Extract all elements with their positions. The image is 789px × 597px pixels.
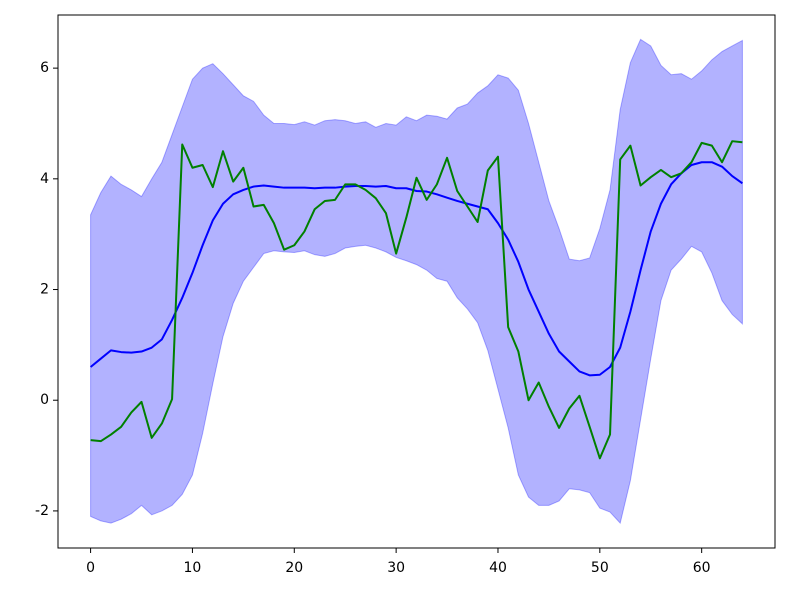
x-tick-label: 0 — [86, 560, 95, 576]
y-tick-label: 4 — [40, 171, 49, 187]
x-tick-label: 10 — [184, 560, 202, 576]
x-tick-label: 40 — [489, 560, 507, 576]
x-tick-label: 30 — [387, 560, 405, 576]
y-tick-label: 2 — [40, 282, 49, 298]
y-tick-label: 0 — [40, 392, 49, 408]
x-tick-label: 60 — [693, 560, 711, 576]
x-tick-label: 50 — [591, 560, 609, 576]
line — [89, 161, 743, 377]
plot-frame — [57, 14, 776, 549]
y-tick-label: 6 — [40, 60, 49, 76]
line — [90, 140, 743, 460]
confidence-band — [90, 38, 743, 525]
y-tick-label: -2 — [35, 503, 49, 519]
x-tick-label: 20 — [285, 560, 303, 576]
